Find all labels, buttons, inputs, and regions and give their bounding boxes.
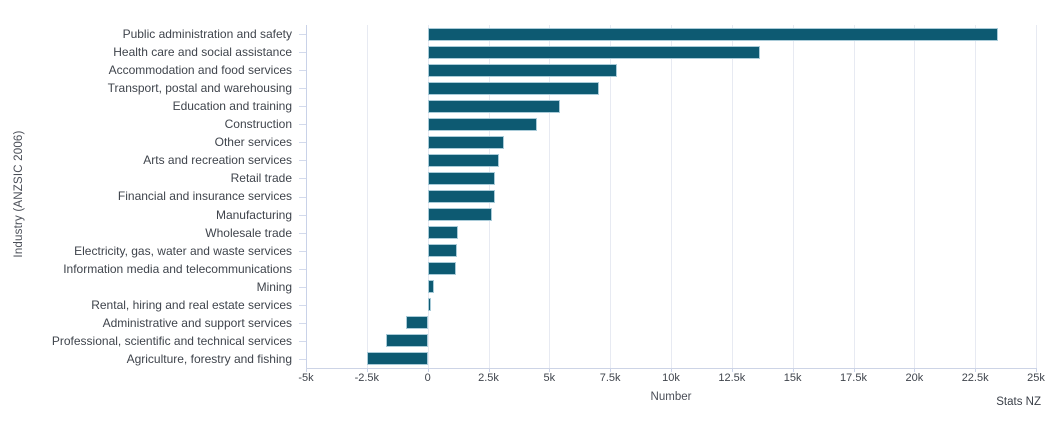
x-gridline (975, 25, 977, 368)
y-category-label: Information media and telecommunications (63, 261, 292, 276)
x-tick-label: -5k (298, 372, 314, 384)
y-tick-mark (299, 305, 306, 306)
y-category-label: Education and training (172, 99, 292, 114)
y-tick-mark (299, 233, 306, 234)
x-tick-mark (306, 368, 307, 372)
y-category-label: Electricity, gas, water and waste servic… (74, 243, 292, 258)
y-tick-mark (299, 269, 306, 270)
y-tick-mark (299, 215, 306, 216)
y-tick-mark (299, 341, 306, 342)
y-category-label: Rental, hiring and real estate services (91, 297, 292, 312)
x-tick-mark (488, 368, 490, 372)
x-tick-label: 17.5k (840, 372, 867, 384)
bar-agriculture-forestry-and-fishing[interactable] (367, 352, 428, 366)
y-category-label: Arts and recreation services (143, 153, 292, 168)
x-axis-title: Number (650, 391, 692, 403)
x-tick-label: 2.5k (478, 372, 499, 384)
x-axis-line (306, 368, 1036, 369)
source-attribution: Stats NZ (996, 396, 1041, 408)
bar-education-and-training[interactable] (427, 99, 561, 113)
bar-other-services[interactable] (427, 135, 505, 149)
y-category-label: Retail trade (230, 171, 292, 186)
bar-manufacturing[interactable] (427, 208, 493, 222)
bar-mining[interactable] (427, 280, 434, 294)
x-gridline (610, 25, 612, 368)
y-category-label: Construction (224, 117, 292, 132)
bar-information-media-and-telecommunications[interactable] (427, 262, 456, 276)
bar-retail-trade[interactable] (427, 171, 495, 185)
x-gridline (731, 25, 733, 368)
y-tick-mark (299, 142, 306, 143)
x-tick-mark (671, 368, 672, 372)
y-tick-mark (299, 34, 306, 35)
y-category-label: Health care and social assistance (113, 45, 292, 60)
y-tick-mark (299, 106, 306, 107)
bar-professional-scientific-and-technical-services[interactable] (386, 334, 428, 348)
x-gridline (914, 25, 916, 368)
bar-public-administration-and-safety[interactable] (427, 27, 999, 41)
x-tick-label: 12.5k (718, 372, 746, 384)
bar-construction[interactable] (427, 117, 538, 131)
x-tick-label: 22.5k (961, 372, 989, 384)
y-tick-mark (299, 197, 306, 198)
y-category-label: Public administration and safety (122, 27, 292, 41)
x-tick-mark (366, 368, 368, 372)
bar-transport-postal-and-warehousing[interactable] (427, 81, 600, 95)
y-category-label: Agriculture, forestry and fishing (126, 351, 292, 366)
y-tick-mark (299, 178, 306, 179)
y-category-label: Other services (214, 135, 292, 150)
x-gridline (549, 25, 551, 368)
y-axis-line (306, 25, 307, 368)
x-tick-label: 25k (1027, 372, 1045, 384)
bar-accommodation-and-food-services[interactable] (427, 63, 618, 77)
y-tick-mark (299, 359, 306, 360)
y-tick-mark (299, 160, 306, 161)
x-tick-mark (853, 368, 855, 372)
y-category-label: Administrative and support services (102, 315, 292, 330)
x-tick-mark (610, 368, 612, 372)
x-gridline (1036, 25, 1037, 368)
x-gridline (792, 25, 794, 368)
x-tick-mark (1036, 368, 1037, 372)
x-tick-label: 20k (905, 372, 924, 384)
y-tick-mark (299, 287, 306, 288)
y-tick-mark (299, 323, 306, 324)
x-tick-label: 7.5k (599, 372, 621, 384)
y-tick-mark (299, 88, 306, 89)
bar-electricity-gas-water-and-waste-services[interactable] (427, 244, 457, 258)
bar-arts-and-recreation-services[interactable] (427, 153, 500, 167)
y-category-label: Mining (256, 279, 292, 294)
x-tick-label: 10k (662, 372, 680, 384)
bar-health-care-and-social-assistance[interactable] (427, 45, 760, 59)
y-category-label: Accommodation and food services (108, 63, 292, 78)
y-category-label: Professional, scientific and technical s… (51, 333, 292, 348)
x-gridline (853, 25, 855, 368)
y-category-label: Wholesale trade (205, 225, 292, 240)
bar-administrative-and-support-services[interactable] (406, 316, 428, 330)
x-gridline (671, 25, 672, 368)
x-tick-mark (792, 368, 794, 372)
y-category-label: Transport, postal and warehousing (107, 81, 292, 96)
x-tick-mark (914, 368, 916, 372)
bar-rental-hiring-and-real-estate-services[interactable] (427, 298, 432, 312)
x-tick-label: 5k (543, 372, 556, 384)
y-category-label: Financial and insurance services (117, 189, 292, 204)
x-tick-mark (549, 368, 551, 372)
x-tick-label: 0 (424, 372, 431, 384)
y-tick-mark (299, 70, 306, 71)
y-tick-mark (299, 251, 306, 252)
x-tick-mark (731, 368, 733, 372)
x-tick-mark (427, 368, 429, 372)
y-tick-mark (299, 124, 306, 125)
bar-wholesale-trade[interactable] (427, 226, 458, 240)
x-gridline (366, 25, 368, 368)
x-tick-label: -2.5k (354, 372, 380, 384)
y-tick-mark (299, 52, 306, 53)
bar-financial-and-insurance-services[interactable] (427, 190, 495, 203)
x-tick-mark (975, 368, 977, 372)
y-category-label: Manufacturing (215, 207, 292, 222)
x-tick-label: 15k (783, 372, 802, 384)
